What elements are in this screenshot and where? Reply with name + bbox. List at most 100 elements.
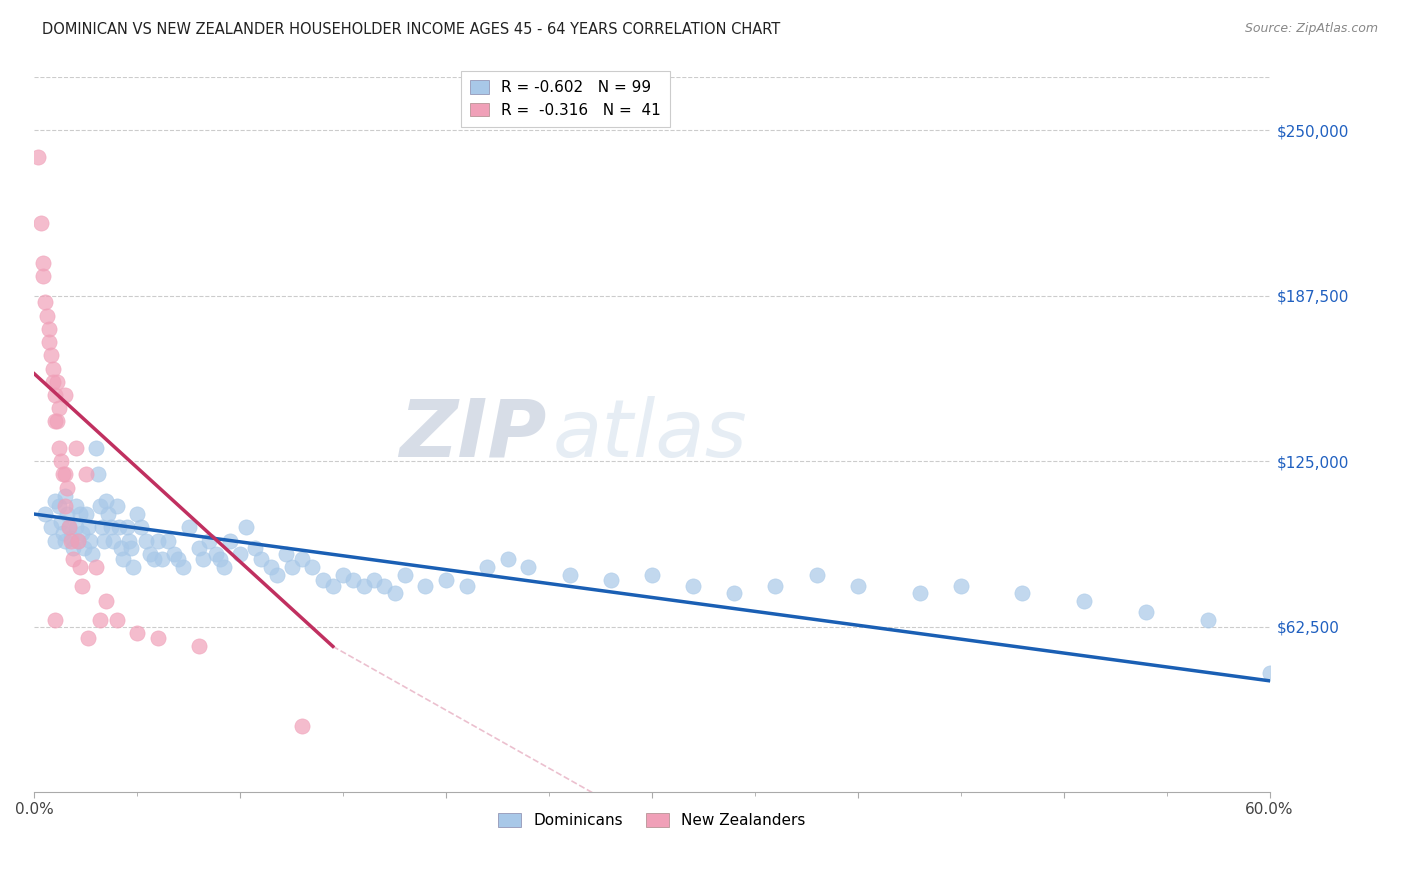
Point [373,578,395,592]
Point [291,719,314,733]
Point [60,533,83,548]
Point [846,578,869,592]
Point [44,494,66,508]
Point [53,388,76,402]
Point [146,632,169,646]
Point [135,533,157,548]
Point [48,499,70,513]
Point [311,574,333,588]
Point [394,568,416,582]
Point [65,520,87,534]
Text: Source: ZipAtlas.com: Source: ZipAtlas.com [1244,22,1378,36]
Point [46,375,69,389]
Point [75,467,97,482]
Point [42,375,65,389]
Point [456,578,478,592]
Point [496,552,519,566]
Point [558,568,581,582]
Point [58,520,80,534]
Point [96,594,118,608]
Point [415,578,437,592]
Point [949,578,972,592]
Point [89,613,111,627]
Point [105,499,128,513]
Point [79,533,101,548]
Point [353,578,375,592]
Text: atlas: atlas [553,396,748,474]
Point [77,520,100,534]
Point [107,520,129,534]
Point [34,507,56,521]
Point [342,574,364,588]
Point [517,560,540,574]
Point [84,560,107,574]
Point [115,520,138,534]
Point [177,520,200,534]
Point [84,441,107,455]
Point [38,334,60,349]
Point [97,507,120,521]
Point [229,547,252,561]
Point [39,348,62,362]
Point [53,467,76,482]
Point [193,552,215,566]
Point [641,568,664,582]
Point [138,547,160,561]
Point [120,541,142,556]
Point [49,454,72,468]
Text: DOMINICAN VS NEW ZEALANDER HOUSEHOLDER INCOME AGES 45 - 64 YEARS CORRELATION CHA: DOMINICAN VS NEW ZEALANDER HOUSEHOLDER I… [42,22,780,37]
Point [44,414,66,428]
Point [198,533,221,548]
Point [100,520,122,534]
Point [172,560,194,574]
Point [363,574,385,588]
Point [723,586,745,600]
Point [1258,665,1281,680]
Point [66,533,89,548]
Point [280,560,302,574]
Point [56,507,79,521]
Point [291,552,314,566]
Point [53,499,76,513]
Point [274,547,297,561]
Point [111,552,134,566]
Point [806,568,828,582]
Point [35,309,58,323]
Point [75,507,97,521]
Point [101,533,124,548]
Point [204,547,226,561]
Point [77,632,100,646]
Point [260,560,283,574]
Point [65,441,87,455]
Point [188,541,211,556]
Point [42,361,65,376]
Point [1011,586,1033,600]
Point [266,568,288,582]
Point [48,401,70,416]
Point [142,552,165,566]
Point [96,494,118,508]
Point [62,541,84,556]
Point [110,541,132,556]
Point [127,507,149,521]
Point [105,613,128,627]
Text: ZIP: ZIP [399,396,547,474]
Point [34,295,56,310]
Point [70,525,93,540]
Point [250,552,273,566]
Point [39,520,62,534]
Point [765,578,787,592]
Point [146,533,169,548]
Legend: Dominicans, New Zealanders: Dominicans, New Zealanders [492,807,811,834]
Point [477,560,499,574]
Point [44,613,66,627]
Point [1135,605,1157,619]
Point [30,216,52,230]
Point [1073,594,1095,608]
Point [48,441,70,455]
Point [70,578,93,592]
Point [31,268,53,283]
Point [44,388,66,402]
Point [93,533,115,548]
Point [150,552,173,566]
